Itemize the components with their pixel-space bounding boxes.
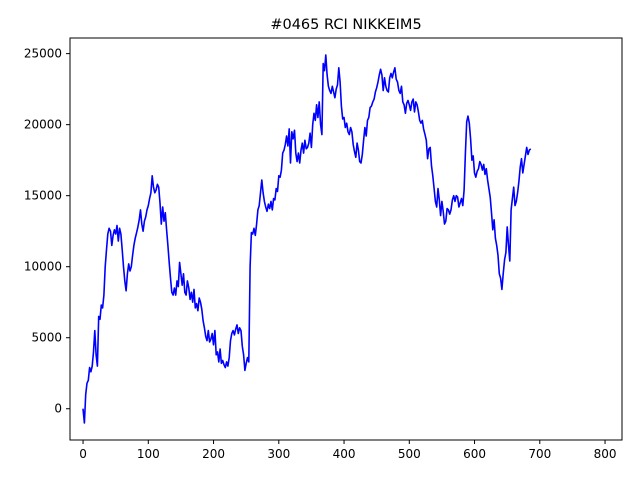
y-tick-label: 5000: [31, 331, 62, 345]
x-tick-label: 800: [594, 447, 617, 461]
x-tick-label: 0: [79, 447, 87, 461]
y-tick-label: 20000: [24, 118, 62, 132]
x-tick-label: 700: [528, 447, 551, 461]
y-tick-label: 15000: [24, 189, 62, 203]
x-tick-label: 300: [267, 447, 290, 461]
chart-title: #0465 RCI NIKKEIM5: [270, 17, 421, 33]
x-tick-label: 100: [137, 447, 160, 461]
series-line: [82, 54, 532, 424]
y-tick-label: 25000: [24, 47, 62, 61]
plot-area: [82, 54, 532, 424]
y-axis: 0 5000 10000 15000 20000 25000: [24, 47, 70, 416]
x-tick-label: 400: [333, 447, 356, 461]
x-tick-label: 600: [463, 447, 486, 461]
y-tick-label: 10000: [24, 260, 62, 274]
y-tick-label: 0: [54, 402, 62, 416]
x-tick-label: 500: [398, 447, 421, 461]
x-axis: 0 100 200 300 400 500 600 700 800: [79, 440, 616, 461]
x-tick-label: 200: [202, 447, 225, 461]
axes-frame: [69, 37, 623, 441]
